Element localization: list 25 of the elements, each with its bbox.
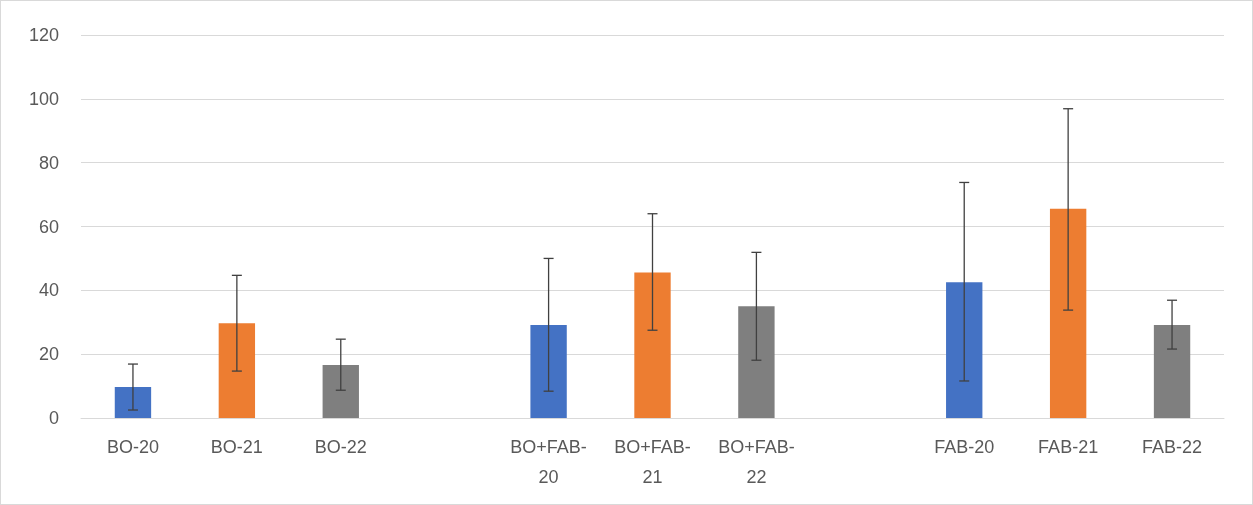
bar — [738, 306, 775, 418]
y-tick-label: 80 — [38, 152, 59, 173]
bar — [218, 323, 256, 418]
bar — [634, 272, 671, 418]
x-tick-label: BO-22 — [314, 437, 367, 457]
x-tick-label: BO+FAB-20 — [510, 437, 587, 487]
x-tick-label: FAB-21 — [1038, 437, 1099, 457]
y-tick-label: 120 — [28, 25, 59, 45]
x-tick-label: BO-21 — [210, 437, 263, 457]
y-tick-label: 100 — [28, 88, 59, 109]
bar — [946, 282, 983, 418]
bar — [530, 325, 567, 418]
x-tick-label: BO+FAB-21 — [614, 437, 691, 487]
x-tick-label: BO+FAB-22 — [718, 437, 795, 487]
y-tick-label: 40 — [38, 280, 59, 301]
y-tick-label: 20 — [38, 344, 59, 365]
x-tick-label: BO-20 — [106, 437, 159, 457]
bar — [114, 387, 152, 418]
bar — [1049, 208, 1087, 418]
x-tick-label: FAB-22 — [1142, 437, 1203, 457]
bar — [1153, 325, 1191, 418]
bar — [322, 365, 359, 418]
y-tick-label: 60 — [38, 216, 59, 237]
x-tick-label: FAB-20 — [934, 437, 995, 457]
y-tick-label: 0 — [48, 408, 59, 428]
